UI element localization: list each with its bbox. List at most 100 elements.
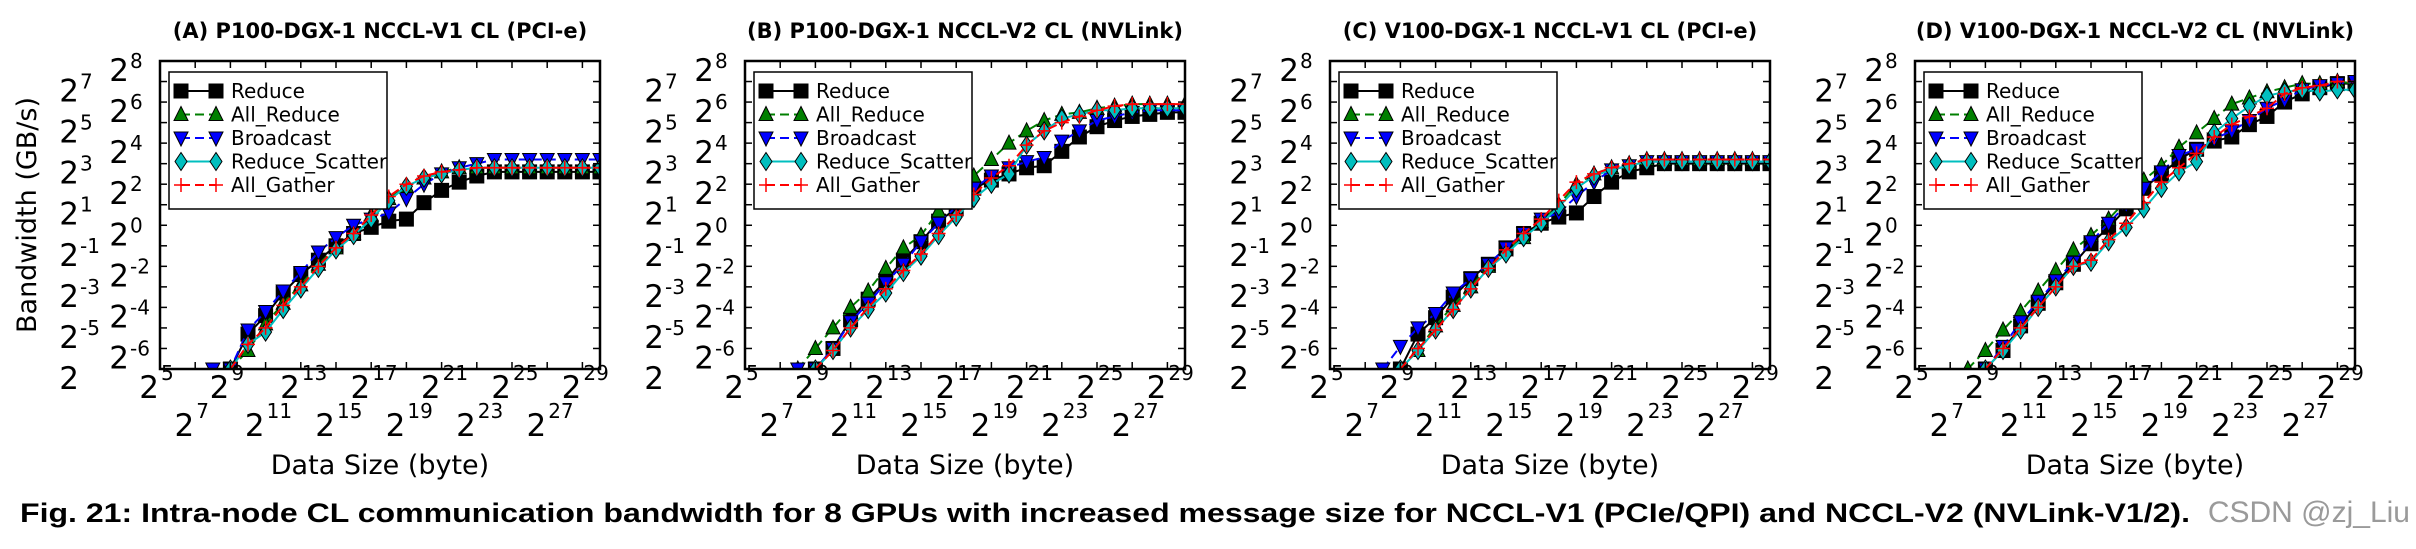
x-tick-label-exponent: 29	[1168, 361, 1193, 385]
y-tick-label-base: 2	[1229, 238, 1249, 274]
data-point	[2207, 129, 2222, 144]
legend-entry-all_gather: All_Gather	[759, 173, 920, 197]
legend-box	[1923, 71, 2143, 210]
y-tick-label-base: 2	[1279, 135, 1299, 171]
x-tick-label-base: 2	[315, 408, 335, 444]
data-point	[877, 259, 894, 275]
legend-marker	[758, 83, 774, 99]
x-tick-label-base: 2	[2105, 370, 2125, 406]
legend-marker	[1929, 151, 1943, 172]
x-tick-label-exponent: 5	[1916, 361, 1929, 385]
data-point	[789, 362, 806, 369]
x-tick-label-exponent: 29	[583, 361, 608, 385]
x-tick-label-exponent: 5	[161, 361, 174, 385]
data-point	[1053, 134, 1070, 151]
legend-entry-broadcast: Broadcast	[173, 126, 331, 150]
y-tick-label-base: 2	[59, 361, 79, 397]
legend-marker	[173, 83, 189, 99]
legend-label: Reduce	[231, 79, 305, 103]
legend-marker	[1344, 178, 1358, 192]
y-tick-label-exponent: 0	[1300, 213, 1313, 237]
legend-label: Reduce	[816, 79, 890, 103]
x-tick-label-exponent: 15	[337, 399, 362, 423]
y-tick-label-exponent: -1	[1250, 234, 1270, 258]
x-tick-label-exponent: 29	[1753, 361, 1778, 385]
data-point	[1178, 97, 1185, 112]
x-tick-label-base: 2	[1309, 370, 1329, 406]
data-point	[416, 195, 432, 211]
y-tick-label-exponent: 7	[80, 70, 93, 94]
data-point	[984, 171, 999, 186]
legend-marker	[1963, 83, 1979, 99]
legend-marker	[1964, 178, 1978, 192]
y-tick-label-exponent: -4	[130, 295, 150, 319]
y-tick-label-base: 2	[1814, 320, 1834, 356]
y-tick-label-exponent: -1	[80, 234, 100, 258]
x-tick-label-base: 2	[1965, 370, 1985, 406]
y-tick-label-exponent: -6	[1300, 336, 1320, 360]
data-point	[310, 245, 327, 262]
y-tick-label-exponent: 4	[1885, 131, 1898, 155]
y-tick-label-base: 2	[694, 94, 714, 130]
data-point	[1054, 115, 1069, 130]
data-point	[399, 177, 414, 192]
y-tick-label-base: 2	[109, 94, 129, 130]
series-line-reduce	[229, 170, 600, 369]
data-point	[1604, 160, 1619, 175]
y-tick-label-exponent: 0	[1885, 213, 1898, 237]
y-tick-label-exponent: -5	[665, 316, 685, 340]
data-point	[2206, 109, 2223, 125]
data-point	[2189, 146, 2204, 161]
x-tick-label-exponent: 21	[2198, 361, 2223, 385]
y-tick-label-base: 2	[1279, 94, 1299, 130]
y-tick-label-base: 2	[1279, 258, 1299, 294]
legend-marker	[209, 178, 223, 192]
data-point	[2066, 259, 2081, 274]
x-tick-label-exponent: 7	[196, 399, 209, 423]
data-point	[2065, 240, 2082, 257]
x-tick-label-exponent: 27	[548, 399, 573, 423]
y-tick-label-exponent: 1	[1250, 193, 1263, 217]
y-tick-label-base: 2	[109, 217, 129, 253]
data-point	[807, 339, 824, 355]
x-tick-label-base: 2	[935, 370, 955, 406]
data-point	[329, 240, 343, 255]
legend-marker	[1928, 105, 1944, 121]
y-tick-label-base: 2	[59, 197, 79, 233]
data-point	[826, 343, 840, 358]
x-tick-label-base: 2	[1485, 408, 1505, 444]
data-point	[931, 226, 946, 241]
data-point	[913, 235, 929, 251]
x-tick-label-exponent: 13	[887, 361, 912, 385]
data-point	[1002, 158, 1016, 173]
y-tick-label-exponent: -5	[80, 316, 100, 340]
data-point	[1071, 124, 1088, 140]
x-axis-label: Data Size (byte)	[2026, 450, 2244, 481]
legend-box	[753, 71, 973, 210]
x-tick-label-base: 2	[1929, 408, 1949, 444]
x-tick-label-base: 2	[2176, 370, 2196, 406]
legend-marker	[1963, 131, 1979, 148]
data-point	[417, 168, 431, 183]
data-point	[276, 298, 291, 313]
x-tick-label-base: 2	[1556, 408, 1576, 444]
y-tick-label-exponent: -6	[1885, 336, 1905, 360]
data-point	[2242, 109, 2257, 124]
legend-label: All_Gather	[1986, 173, 2090, 197]
x-tick-label-base: 2	[1894, 370, 1914, 406]
data-point	[1996, 341, 2010, 356]
legend-label: Reduce_Scatter	[231, 150, 388, 174]
y-tick-label-base: 2	[694, 217, 714, 253]
y-tick-label-exponent: 2	[130, 172, 143, 196]
x-tick-label-base: 2	[1344, 408, 1364, 444]
y-tick-label-base: 2	[109, 135, 129, 171]
data-point	[240, 323, 256, 340]
y-tick-label-base: 2	[59, 156, 79, 192]
data-point	[2172, 160, 2186, 175]
data-point	[1428, 322, 1443, 337]
y-tick-label-base: 2	[1229, 156, 1249, 192]
data-point	[1977, 341, 1994, 358]
legend-entry-all_gather: All_Gather	[174, 173, 335, 197]
legend: ReduceAll_ReduceBroadcastReduce_ScatterA…	[1923, 71, 2143, 210]
